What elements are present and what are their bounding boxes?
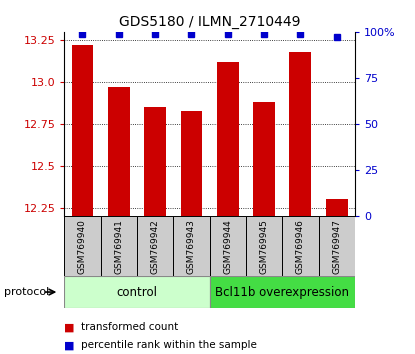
Text: GSM769947: GSM769947 bbox=[332, 219, 341, 274]
Bar bbox=[319, 216, 355, 276]
Bar bbox=[210, 216, 246, 276]
Text: GSM769946: GSM769946 bbox=[296, 219, 305, 274]
Title: GDS5180 / ILMN_2710449: GDS5180 / ILMN_2710449 bbox=[119, 16, 300, 29]
Bar bbox=[253, 102, 275, 216]
Bar bbox=[290, 52, 311, 216]
Bar bbox=[246, 216, 282, 276]
Text: GSM769943: GSM769943 bbox=[187, 219, 196, 274]
Bar bbox=[217, 62, 239, 216]
Text: ■: ■ bbox=[64, 340, 75, 350]
Bar bbox=[144, 107, 166, 216]
Bar bbox=[210, 276, 355, 308]
Text: ■: ■ bbox=[64, 322, 75, 332]
Bar bbox=[282, 216, 319, 276]
Bar bbox=[137, 216, 173, 276]
Text: GSM769945: GSM769945 bbox=[259, 219, 269, 274]
Text: GSM769940: GSM769940 bbox=[78, 219, 87, 274]
Bar bbox=[173, 216, 210, 276]
Text: transformed count: transformed count bbox=[81, 322, 178, 332]
Text: control: control bbox=[117, 286, 157, 298]
Bar bbox=[181, 110, 203, 216]
Bar bbox=[71, 45, 93, 216]
Text: Bcl11b overexpression: Bcl11b overexpression bbox=[215, 286, 349, 298]
Text: GSM769942: GSM769942 bbox=[151, 219, 160, 274]
Text: protocol: protocol bbox=[4, 287, 49, 297]
Text: GSM769944: GSM769944 bbox=[223, 219, 232, 274]
Text: GSM769941: GSM769941 bbox=[114, 219, 123, 274]
Bar bbox=[64, 216, 101, 276]
Bar bbox=[64, 276, 210, 308]
Bar bbox=[100, 216, 137, 276]
Text: percentile rank within the sample: percentile rank within the sample bbox=[81, 340, 257, 350]
Bar bbox=[108, 87, 130, 216]
Bar bbox=[326, 199, 348, 216]
